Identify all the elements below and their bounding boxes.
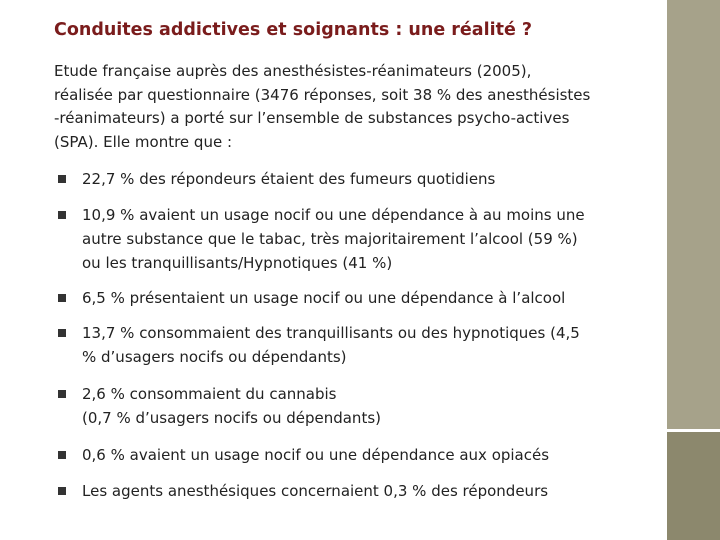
side-strip-bottom bbox=[667, 432, 720, 540]
intro-line: -réanimateurs) a porté sur l’ensemble de… bbox=[54, 109, 570, 127]
intro-line: réalisée par questionnaire (3476 réponse… bbox=[54, 85, 591, 104]
bullet-line: 2,6 % consommaient du cannabis bbox=[82, 385, 337, 403]
bullet-marker bbox=[58, 487, 66, 495]
bullet-line: 6,5 % présentaient un usage nocif ou une… bbox=[82, 289, 566, 307]
bullet-line: Les agents anesthésiques concernaient 0,… bbox=[82, 482, 549, 500]
bullet-line: (0,7 % d’usagers nocifs ou dépendants) bbox=[82, 409, 381, 427]
side-strip bbox=[667, 0, 720, 429]
bullet-marker bbox=[58, 175, 66, 183]
bullet-marker bbox=[58, 451, 66, 459]
bullet-line: ou les tranquillisants/Hypnotiques (41 %… bbox=[82, 254, 393, 272]
bullet-line: % d’usagers nocifs ou dépendants) bbox=[82, 348, 347, 366]
bullet-line: 10,9 % avaient un usage nocif ou une dép… bbox=[82, 206, 585, 224]
intro-line: Etude française auprès des anesthésistes… bbox=[54, 62, 532, 80]
bullet-line: 0,6 % avaient un usage nocif ou une dépe… bbox=[82, 446, 550, 464]
bullet-marker bbox=[58, 329, 66, 337]
bullet-line: autre substance que le tabac, très major… bbox=[82, 230, 578, 248]
bullet-marker bbox=[58, 294, 66, 302]
intro-line: (SPA). Elle montre que : bbox=[54, 132, 233, 151]
bullet-line: 22,7 % des répondeurs étaient des fumeur… bbox=[82, 170, 496, 188]
bullet-line: 13,7 % consommaient des tranquillisants … bbox=[82, 324, 580, 342]
bullet-marker bbox=[58, 390, 66, 398]
bullet-marker bbox=[58, 211, 66, 219]
slide-title: Conduites addictives et soignants : une … bbox=[54, 20, 533, 40]
